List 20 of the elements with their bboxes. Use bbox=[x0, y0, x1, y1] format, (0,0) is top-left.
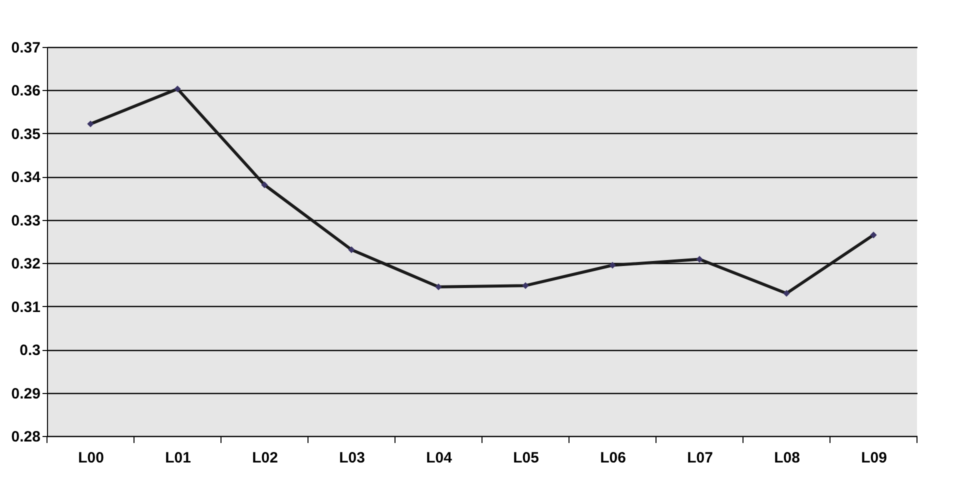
x-tick-label: L05 bbox=[513, 450, 539, 466]
x-tick-label: L06 bbox=[600, 450, 626, 466]
x-tick-label: L07 bbox=[687, 450, 713, 466]
y-tick-label: 0.31 bbox=[11, 298, 40, 316]
y-tick-label: 0.3 bbox=[20, 342, 40, 360]
x-tick-label: L02 bbox=[252, 450, 278, 466]
y-tick-label: 0.28 bbox=[11, 428, 40, 446]
y-tick-label: 0.34 bbox=[11, 169, 42, 186]
y-tick-label: 0.35 bbox=[11, 126, 40, 143]
x-tick-label: L01 bbox=[165, 450, 191, 466]
x-tick-label: L00 bbox=[78, 450, 104, 466]
y-tick-label: 0.37 bbox=[11, 40, 40, 56]
y-tick-label: 0.29 bbox=[11, 385, 40, 402]
y-tick-label: 0.32 bbox=[11, 256, 40, 273]
x-tick-label: L03 bbox=[339, 450, 365, 466]
x-tick-label: L04 bbox=[426, 450, 453, 466]
x-tick-label: L09 bbox=[861, 450, 887, 466]
y-tick-label: 0.33 bbox=[11, 212, 40, 230]
y-tick-label: 0.36 bbox=[11, 82, 40, 100]
x-tick-label: L08 bbox=[774, 450, 800, 466]
